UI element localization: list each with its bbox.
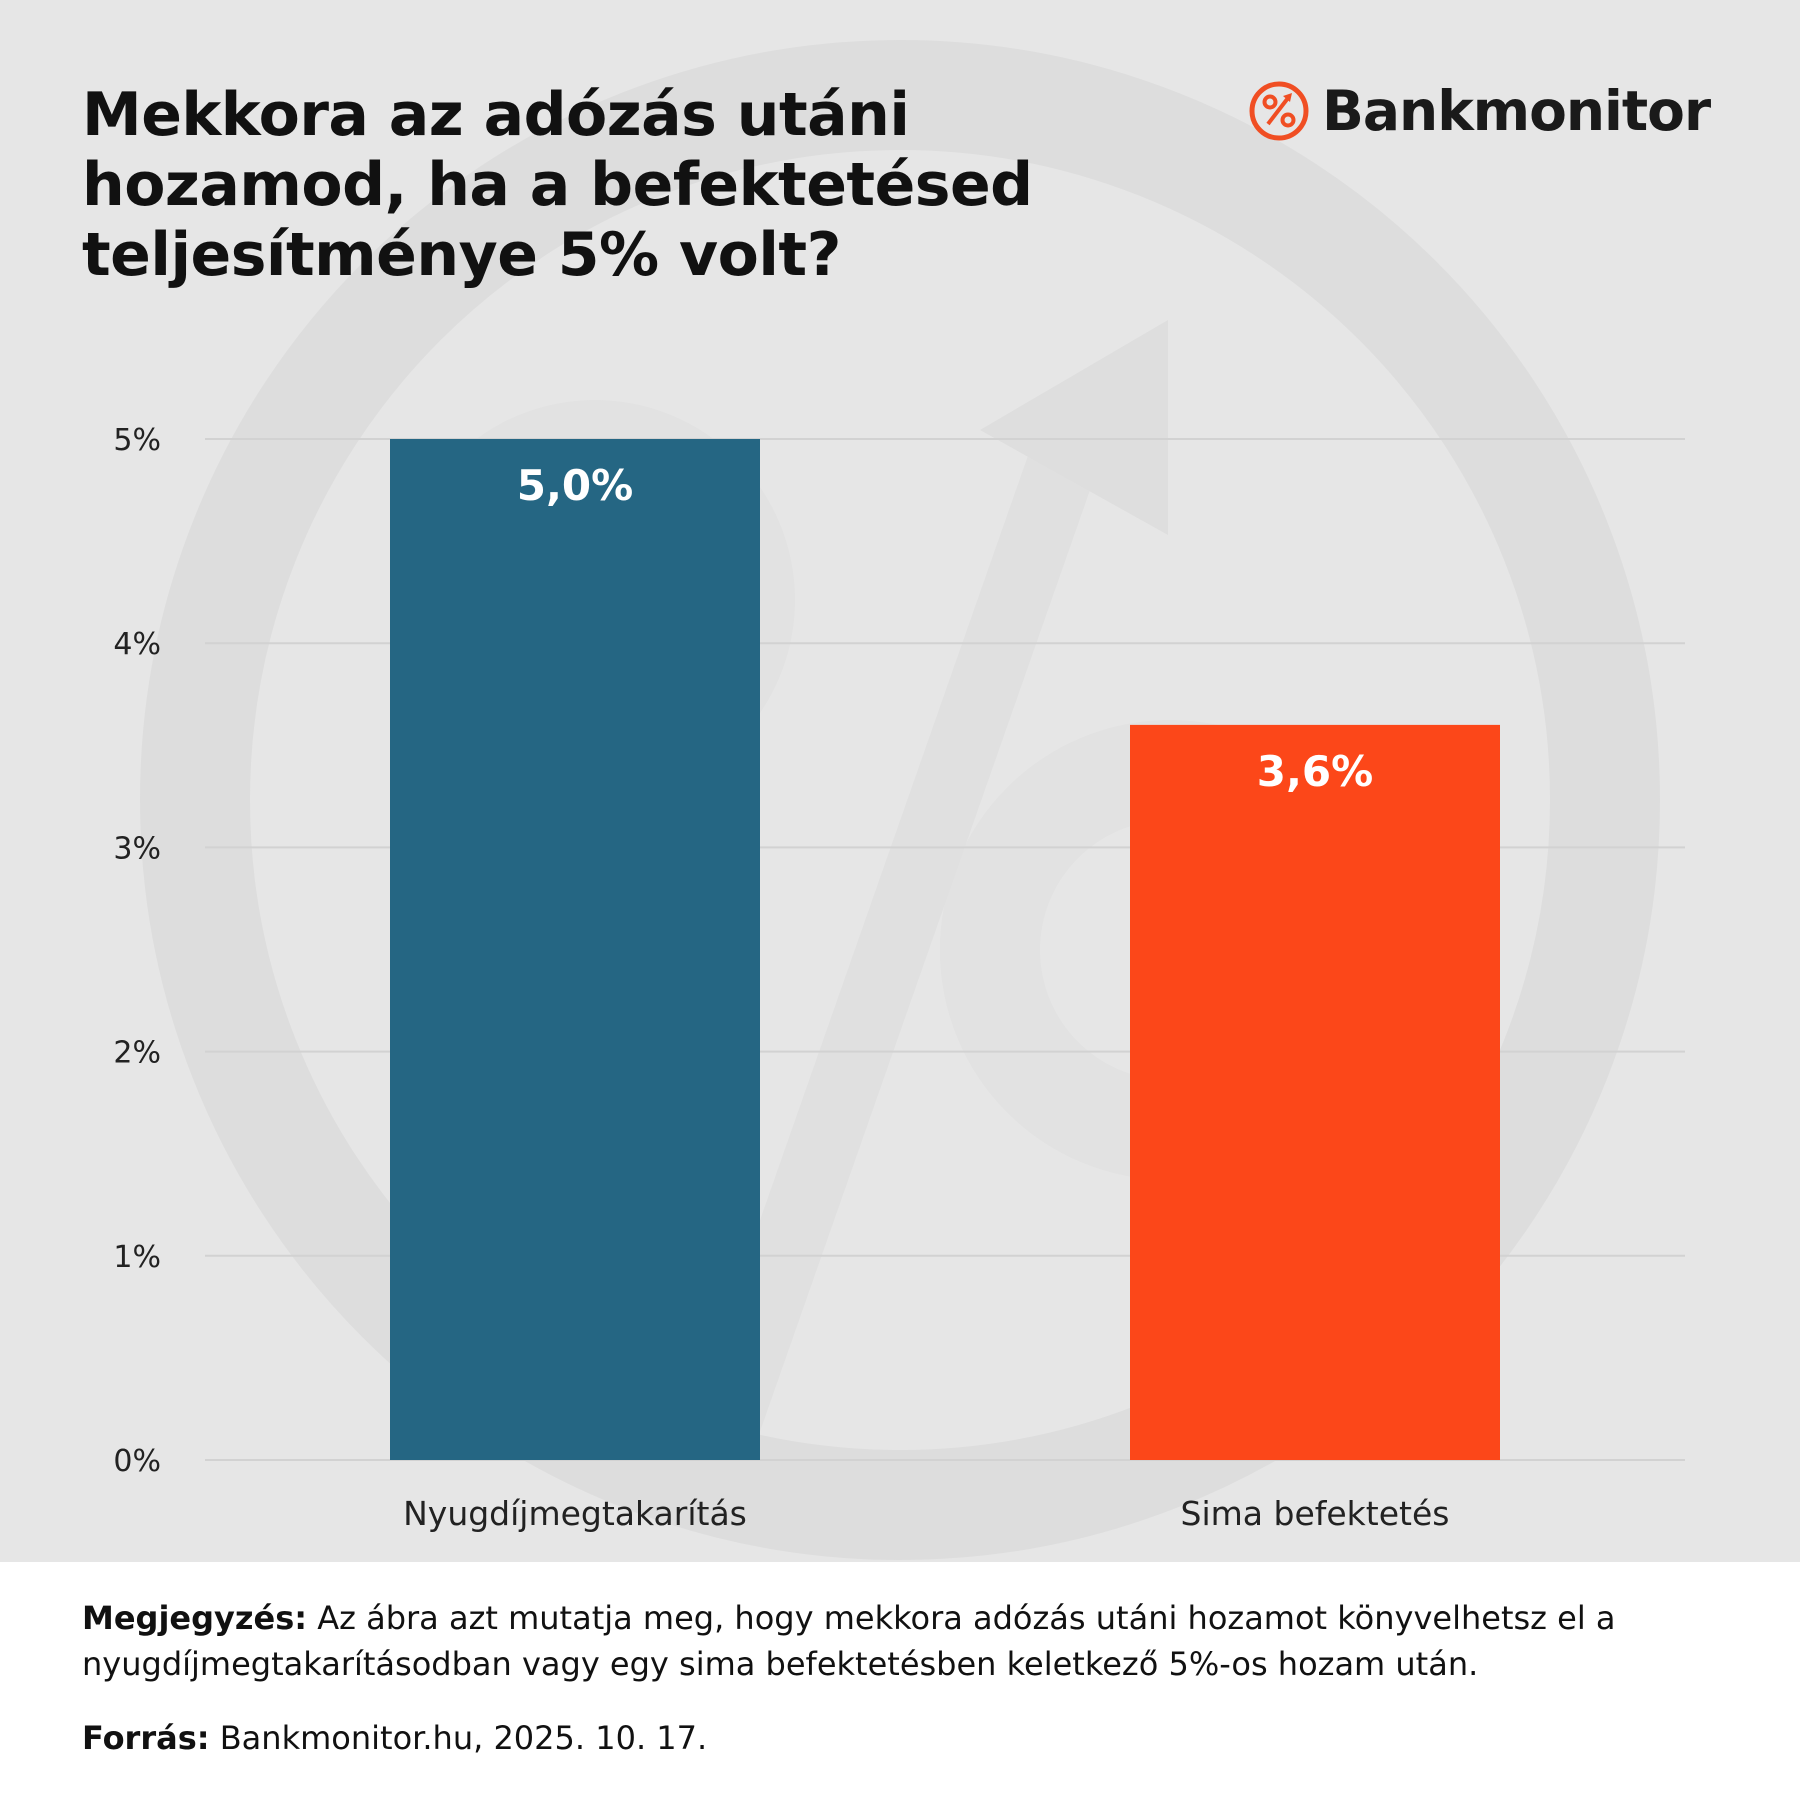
chart-panel: Mekkora az adózás utáni hozamod, ha a be… <box>0 0 1800 1562</box>
category-label: Nyugdíjmegtakarítás <box>403 1494 747 1533</box>
category-label: Sima befektetés <box>1181 1494 1450 1533</box>
note-text: Az ábra azt mutatja meg, hogy mekkora ad… <box>82 1599 1616 1683</box>
bar <box>390 439 760 1460</box>
brand-name: Bankmonitor <box>1322 79 1711 143</box>
brand-logo: Bankmonitor <box>1248 76 1711 146</box>
note: Megjegyzés: Az ábra azt mutatja meg, hog… <box>82 1595 1732 1687</box>
data-labels: 5,0% 3,6% <box>517 461 1373 796</box>
source: Forrás: Bankmonitor.hu, 2025. 10. 17. <box>82 1715 1732 1761</box>
percent-arrow-circle-icon <box>1249 81 1309 141</box>
source-text: Bankmonitor.hu, 2025. 10. 17. <box>209 1719 708 1757</box>
y-tick-label: 2% <box>113 1036 161 1071</box>
y-tick-label: 0% <box>113 1444 161 1479</box>
source-label: Forrás: <box>82 1719 210 1757</box>
bar-value-label: 5,0% <box>517 461 633 510</box>
y-tick-label: 5% <box>113 423 161 458</box>
chart-title: Mekkora az adózás utáni hozamod, ha a be… <box>82 80 1033 290</box>
y-tick-label: 3% <box>113 831 161 866</box>
y-tick-label: 1% <box>113 1240 161 1275</box>
y-axis-ticks: 0% 1% 2% 3% 4% 5% <box>113 423 161 1479</box>
bar <box>1130 724 1500 1460</box>
bar-chart: 0% 1% 2% 3% 4% 5% 5,0% 3,6% Nyugdíjmegtakarítá… <box>113 423 1685 1533</box>
y-tick-label: 4% <box>113 627 161 662</box>
note-label: Megjegyzés: <box>82 1599 308 1637</box>
x-axis-categories: Nyugdíjmegtakarítás Sima befektetés <box>403 1494 1449 1533</box>
bar-value-label: 3,6% <box>1257 747 1373 796</box>
chart-footer: Megjegyzés: Az ábra azt mutatja meg, hog… <box>82 1595 1732 1761</box>
bars <box>390 439 1500 1460</box>
